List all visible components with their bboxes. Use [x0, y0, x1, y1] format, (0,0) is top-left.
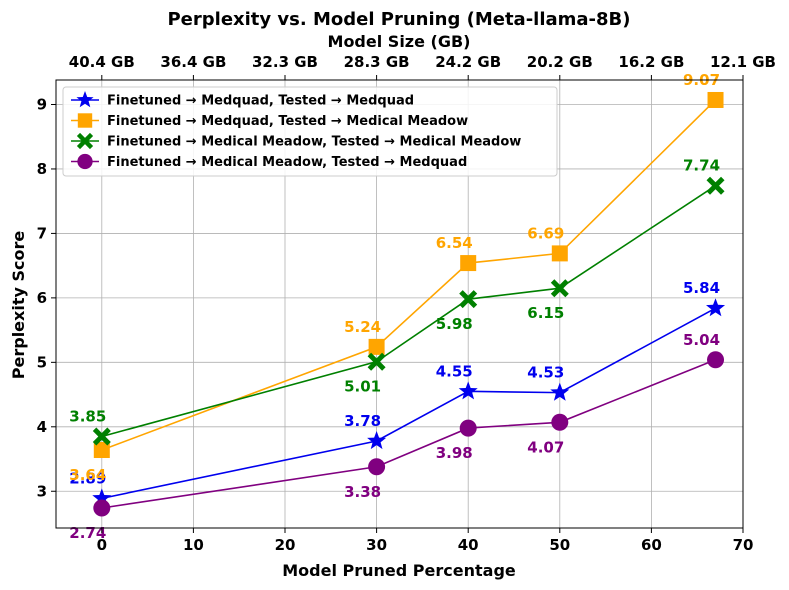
top-axis-label: Model Size (GB) — [328, 32, 471, 51]
marker-square — [707, 91, 724, 108]
legend-label: Finetuned → Medquad, Tested → Medical Me… — [107, 114, 468, 129]
data-label: 3.98 — [436, 444, 473, 462]
marker-x — [367, 352, 386, 371]
marker-x — [76, 132, 94, 150]
data-label: 5.98 — [436, 315, 473, 333]
marker-circle — [707, 351, 725, 369]
top-tick-label: 40.4 GB — [69, 53, 135, 71]
top-tick-label: 16.2 GB — [618, 53, 684, 71]
data-label: 4.07 — [527, 438, 564, 456]
legend-label: Finetuned → Medical Meadow, Tested → Med… — [107, 135, 521, 150]
data-label: 5.84 — [683, 279, 720, 297]
x-tick-label: 40 — [458, 536, 479, 554]
legend-label: Finetuned → Medquad, Tested → Medquad — [107, 94, 414, 109]
top-tick-label: 36.4 GB — [160, 53, 226, 71]
data-label: 4.55 — [436, 362, 473, 380]
marker-square — [368, 338, 385, 355]
data-label: 3.38 — [344, 483, 381, 501]
marker-circle — [368, 458, 386, 476]
x-tick-label: 10 — [183, 536, 204, 554]
marker-x — [92, 427, 111, 446]
y-axis-label: Perplexity Score — [9, 231, 28, 380]
top-tick-label: 32.3 GB — [252, 53, 318, 71]
axes: 0 10 20 30 40 50 60 70 3 4 5 6 7 8 9 40.4 GB 36.4 GB 32.3… — [37, 53, 776, 554]
plot-frame — [55, 79, 744, 529]
marker-star — [550, 382, 570, 401]
data-label: 5.04 — [683, 331, 720, 349]
y-tick-label: 9 — [37, 95, 47, 113]
marker-star — [706, 298, 726, 317]
marker-circle — [93, 499, 111, 517]
data-label: 6.54 — [436, 234, 473, 252]
series-line — [101, 359, 716, 509]
data-label: 3.78 — [344, 412, 381, 430]
x-tick-label: 60 — [641, 536, 662, 554]
marker-star — [367, 430, 387, 450]
legend-label: Finetuned → Medical Meadow, Tested → Med… — [107, 155, 467, 170]
data-label: 2.74 — [69, 524, 106, 542]
data-label: 3.64 — [69, 466, 106, 484]
data-label: 6.15 — [527, 304, 564, 322]
marker-circle — [551, 413, 569, 431]
x-tick-label: 0 — [97, 536, 107, 554]
x-tick-label: 30 — [366, 536, 387, 554]
marker-star — [458, 381, 478, 400]
data-label: 7.74 — [683, 157, 720, 175]
legend-item-1: Finetuned → Medquad, Tested → Medquad — [71, 91, 414, 109]
top-tick-label: 28.3 GB — [344, 53, 410, 71]
top-tick-label: 24.2 GB — [435, 53, 501, 71]
marker-x — [459, 290, 478, 309]
y-tick-label: 5 — [37, 353, 47, 371]
marker-star — [76, 91, 94, 108]
marker-x — [550, 279, 569, 298]
data-label: 3.85 — [69, 407, 106, 425]
y-tick-label: 7 — [37, 224, 47, 242]
series-2: 3.645.246.546.699.07 — [69, 71, 724, 484]
top-tick-label: 20.2 GB — [527, 53, 593, 71]
series-1: 2.89 3.78 4.55 4.53 5.84 — [69, 279, 726, 507]
marker-circle — [459, 419, 477, 437]
data-label: 2.89 — [69, 469, 106, 487]
top-tick-label: 12.1 GB — [710, 53, 776, 71]
x-axis-label: Model Pruned Percentage — [282, 561, 516, 580]
y-tick-label: 6 — [37, 289, 47, 307]
marker-x — [706, 176, 725, 195]
marker-square — [93, 442, 110, 459]
marker-circle — [77, 153, 93, 170]
series-4: 2.74 3.38 3.98 4.07 5.04 — [69, 331, 725, 542]
legend-item-2: Finetuned → Medquad, Tested → Medical Me… — [71, 113, 468, 129]
data-label: 5.01 — [344, 378, 381, 396]
series-layer: 2.893.784.55 4.535.843.645.246.546.699.07… — [69, 71, 726, 542]
series-line — [101, 185, 716, 438]
series-line — [101, 307, 716, 500]
marker-square — [77, 113, 93, 128]
marker-square — [551, 245, 568, 262]
x-tick-label: 50 — [549, 536, 570, 554]
y-tick-label: 3 — [37, 482, 47, 500]
marker-star — [92, 488, 112, 507]
legend-box — [62, 86, 558, 177]
marker-square — [460, 255, 477, 272]
x-tick-label: 70 — [733, 536, 754, 554]
chart-title: Perplexity vs. Model Pruning (Meta-llama… — [167, 9, 630, 30]
y-tick-label: 4 — [37, 418, 47, 436]
y-tick-label: 8 — [37, 160, 47, 178]
legend: Finetuned → Medquad, Tested → Medquad Fin… — [62, 86, 558, 177]
data-label: 4.53 — [527, 364, 564, 382]
legend-item-4: Finetuned → Medical Meadow, Tested → Med… — [71, 153, 467, 170]
data-label: 6.69 — [527, 224, 564, 242]
legend-item-3: Finetuned → Medical Meadow, Tested → Med… — [71, 132, 521, 150]
series-3: 3.85 5.01 5.98 6.15 7.74 — [69, 157, 725, 446]
data-label: 5.24 — [344, 318, 381, 336]
x-tick-label: 20 — [275, 536, 296, 554]
